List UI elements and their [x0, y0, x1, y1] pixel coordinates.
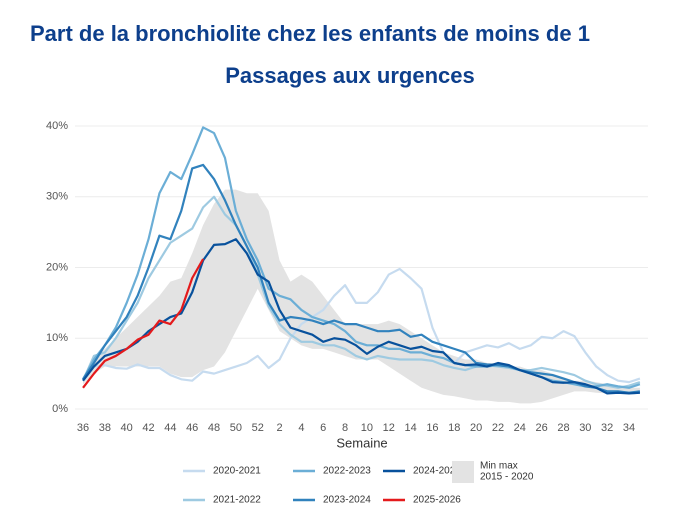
- series-line: [82, 267, 641, 384]
- x-tick-label: 4: [298, 422, 304, 434]
- legend-label: 2021-2022: [213, 495, 261, 506]
- legend-band-swatch: [452, 461, 474, 483]
- x-tick-label: 2: [276, 422, 282, 434]
- y-tick-label: 30%: [46, 191, 68, 203]
- legend-label: 2023-2024: [323, 495, 371, 506]
- x-tick-label: 30: [579, 422, 591, 434]
- x-tick-label: 34: [623, 422, 635, 434]
- x-tick-label: 36: [77, 422, 89, 434]
- series-line: [82, 163, 641, 394]
- x-tick-label: 18: [448, 422, 460, 434]
- x-tick-label: 26: [536, 422, 548, 434]
- legend-label: 2024-2025: [413, 466, 461, 477]
- x-tick-label: 22: [492, 422, 504, 434]
- x-tick-label: 6: [320, 422, 326, 434]
- x-tick-label: 32: [601, 422, 613, 434]
- x-tick-label: 42: [142, 422, 154, 434]
- x-tick-label: 20: [470, 422, 482, 434]
- x-tick-label: 48: [208, 422, 220, 434]
- x-tick-label: 14: [404, 422, 416, 434]
- x-tick-label: 52: [252, 422, 264, 434]
- x-tick-label: 46: [186, 422, 198, 434]
- legend-label: 2020-2021: [213, 466, 261, 477]
- chart-subtitle: Passages aux urgences: [225, 63, 474, 88]
- legend-band-label: 2015 - 2020: [480, 472, 534, 483]
- x-tick-label: 24: [514, 422, 526, 434]
- y-tick-label: 40%: [46, 120, 68, 132]
- x-axis-label: Semaine: [336, 435, 387, 450]
- y-tick-label: 20%: [46, 261, 68, 273]
- y-tick-label: 10%: [46, 332, 68, 344]
- x-tick-label: 44: [164, 422, 176, 434]
- x-tick-label: 38: [99, 422, 111, 434]
- x-tick-label: 12: [383, 422, 395, 434]
- x-tick-label: 8: [342, 422, 348, 434]
- x-tick-label: 50: [230, 422, 242, 434]
- x-tick-label: 10: [361, 422, 373, 434]
- legend-label: 2022-2023: [323, 466, 371, 477]
- legend-label: 2025-2026: [413, 495, 461, 506]
- x-tick-label: 16: [426, 422, 438, 434]
- legend-band-label: Min max: [480, 461, 518, 472]
- min-max-band: [83, 189, 640, 404]
- chart-title: Part de la bronchiolite chez les enfants…: [30, 21, 590, 46]
- x-tick-label: 28: [557, 422, 569, 434]
- y-tick-label: 0%: [52, 403, 68, 415]
- series-line: [82, 258, 205, 389]
- series-line: [81, 195, 641, 389]
- x-tick-label: 40: [121, 422, 133, 434]
